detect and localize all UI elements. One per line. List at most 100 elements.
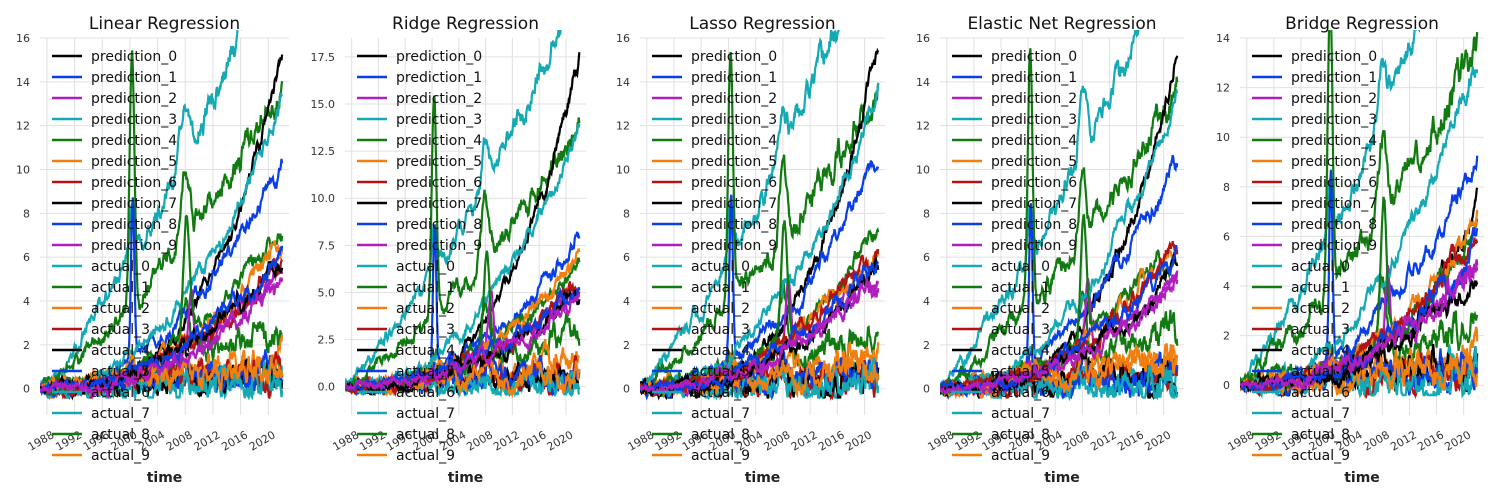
legend-label: actual_3 <box>691 322 750 338</box>
y-tick-label: 16 <box>616 32 630 45</box>
legend-label: prediction_5 <box>396 154 482 170</box>
legend-label: actual_6 <box>1291 385 1350 401</box>
y-tick-label: 16 <box>16 32 30 45</box>
legend-label: actual_8 <box>691 427 750 443</box>
legend-label: prediction_2 <box>91 91 177 107</box>
x-axis-label: time <box>448 470 484 486</box>
y-tick-label: 16 <box>916 32 930 45</box>
panel-5: 0246810121419881992199620002004200820122… <box>1216 14 1484 486</box>
y-tick-label: 10 <box>1216 131 1230 144</box>
legend-label: actual_8 <box>1291 427 1350 443</box>
x-tick-label: 1992 <box>1253 428 1284 453</box>
y-tick-label: 6 <box>923 251 930 264</box>
legend-label: actual_3 <box>1291 322 1350 338</box>
x-tick-label: 1988 <box>26 428 57 453</box>
legend-label: actual_5 <box>396 364 455 380</box>
legend-label: prediction_7 <box>396 196 482 212</box>
legend-label: actual_3 <box>991 322 1050 338</box>
legend-label: prediction_7 <box>1291 196 1377 212</box>
legend-label: prediction_7 <box>691 196 777 212</box>
panel-4: 0246810121416198819921996200020042008201… <box>916 14 1184 486</box>
legend-label: actual_0 <box>991 259 1050 275</box>
legend-label: actual_2 <box>91 301 150 317</box>
legend: prediction_0 prediction_1 prediction_2pred… <box>1252 49 1377 464</box>
legend-label: actual_7 <box>396 406 455 422</box>
y-tick-label: 0 <box>623 383 630 396</box>
legend-label: actual_8 <box>91 427 150 443</box>
legend-label: prediction_7 <box>991 196 1077 212</box>
series-group <box>40 30 284 401</box>
legend-label: prediction_8 <box>1291 217 1377 233</box>
legend-label: prediction_5 <box>91 154 177 170</box>
y-tick-label: 14 <box>1216 32 1230 45</box>
legend-label: actual_4 <box>91 343 150 359</box>
y-tick-label: 10 <box>916 164 930 177</box>
legend-label: actual_5 <box>1291 364 1350 380</box>
chart-title: Bridge Regression <box>1285 14 1439 34</box>
legend-label: actual_8 <box>396 427 455 443</box>
x-tick-label: 1988 <box>926 428 957 453</box>
x-tick-label: 2016 <box>1115 428 1146 453</box>
panel-2: 0.02.55.07.510.012.515.017.5198819921996… <box>311 14 586 486</box>
legend-label: prediction_6 <box>991 175 1077 191</box>
series-prediction-5 <box>40 240 284 395</box>
series-group <box>1240 30 1479 400</box>
y-tick-label: 10 <box>616 164 630 177</box>
series-prediction-5 <box>1240 209 1479 392</box>
legend: prediction_0 prediction_1 prediction_2pred… <box>652 49 777 464</box>
legend-label: actual_7 <box>91 406 150 422</box>
x-tick-label: 2008 <box>762 428 793 453</box>
legend-label: prediction_4 <box>991 133 1077 149</box>
series-prediction-9 <box>940 271 1179 397</box>
y-tick-label: 2 <box>1223 330 1230 343</box>
legend-label: actual_9 <box>1291 448 1350 464</box>
series-group <box>345 30 581 399</box>
legend-label: actual_2 <box>991 301 1050 317</box>
legend-label: prediction_3 <box>691 112 777 128</box>
x-tick-label: 2012 <box>789 428 820 453</box>
legend-label: prediction_9 <box>991 238 1077 254</box>
x-tick-label: 2008 <box>1361 428 1392 453</box>
legend-label: actual_7 <box>691 406 750 422</box>
y-tick-label: 4 <box>623 295 630 308</box>
legend-label: actual_6 <box>991 385 1050 401</box>
y-tick-label: 4 <box>1223 280 1230 293</box>
series-prediction-9 <box>345 293 581 392</box>
x-tick-label: 2012 <box>1088 428 1119 453</box>
legend-label: actual_7 <box>1291 406 1350 422</box>
series-prediction-9 <box>40 277 284 400</box>
legend-label: actual_0 <box>691 259 750 275</box>
y-tick-label: 14 <box>916 76 930 89</box>
x-tick-label: 2016 <box>518 428 549 453</box>
x-tick-label: 2020 <box>843 428 874 453</box>
panel-1: 0246810121416198819921996200020042008201… <box>16 14 289 486</box>
legend-label: prediction_3 <box>1291 112 1377 128</box>
legend-label: prediction_5 <box>1291 154 1377 170</box>
legend-label: prediction_8 <box>991 217 1077 233</box>
legend-label: prediction_2 <box>1291 91 1377 107</box>
legend-label: prediction_5 <box>691 154 777 170</box>
y-tick-label: 2 <box>623 339 630 352</box>
series-group <box>940 30 1179 402</box>
series-actual-7 <box>40 30 242 389</box>
legend-label: prediction_9 <box>91 238 177 254</box>
y-tick-label: 5.0 <box>318 286 336 299</box>
legend-label: actual_5 <box>91 364 150 380</box>
y-tick-label: 10.0 <box>311 192 336 205</box>
x-tick-label: 2008 <box>1061 428 1092 453</box>
y-tick-label: 12.5 <box>311 145 336 158</box>
x-tick-label: 2020 <box>1442 428 1473 453</box>
series-actual-8 <box>345 95 581 392</box>
legend-label: prediction_3 <box>396 112 482 128</box>
series-prediction-8 <box>640 260 880 395</box>
x-tick-label: 2008 <box>164 428 195 453</box>
legend-label: prediction_8 <box>396 217 482 233</box>
legend-label: prediction_1 <box>91 70 177 86</box>
x-tick-label: 2012 <box>491 428 522 453</box>
y-tick-label: 8 <box>923 207 930 220</box>
legend-label: actual_9 <box>991 448 1050 464</box>
series-actual-7 <box>345 30 562 387</box>
legend-label: prediction_8 <box>691 217 777 233</box>
legend-label: actual_2 <box>1291 301 1350 317</box>
